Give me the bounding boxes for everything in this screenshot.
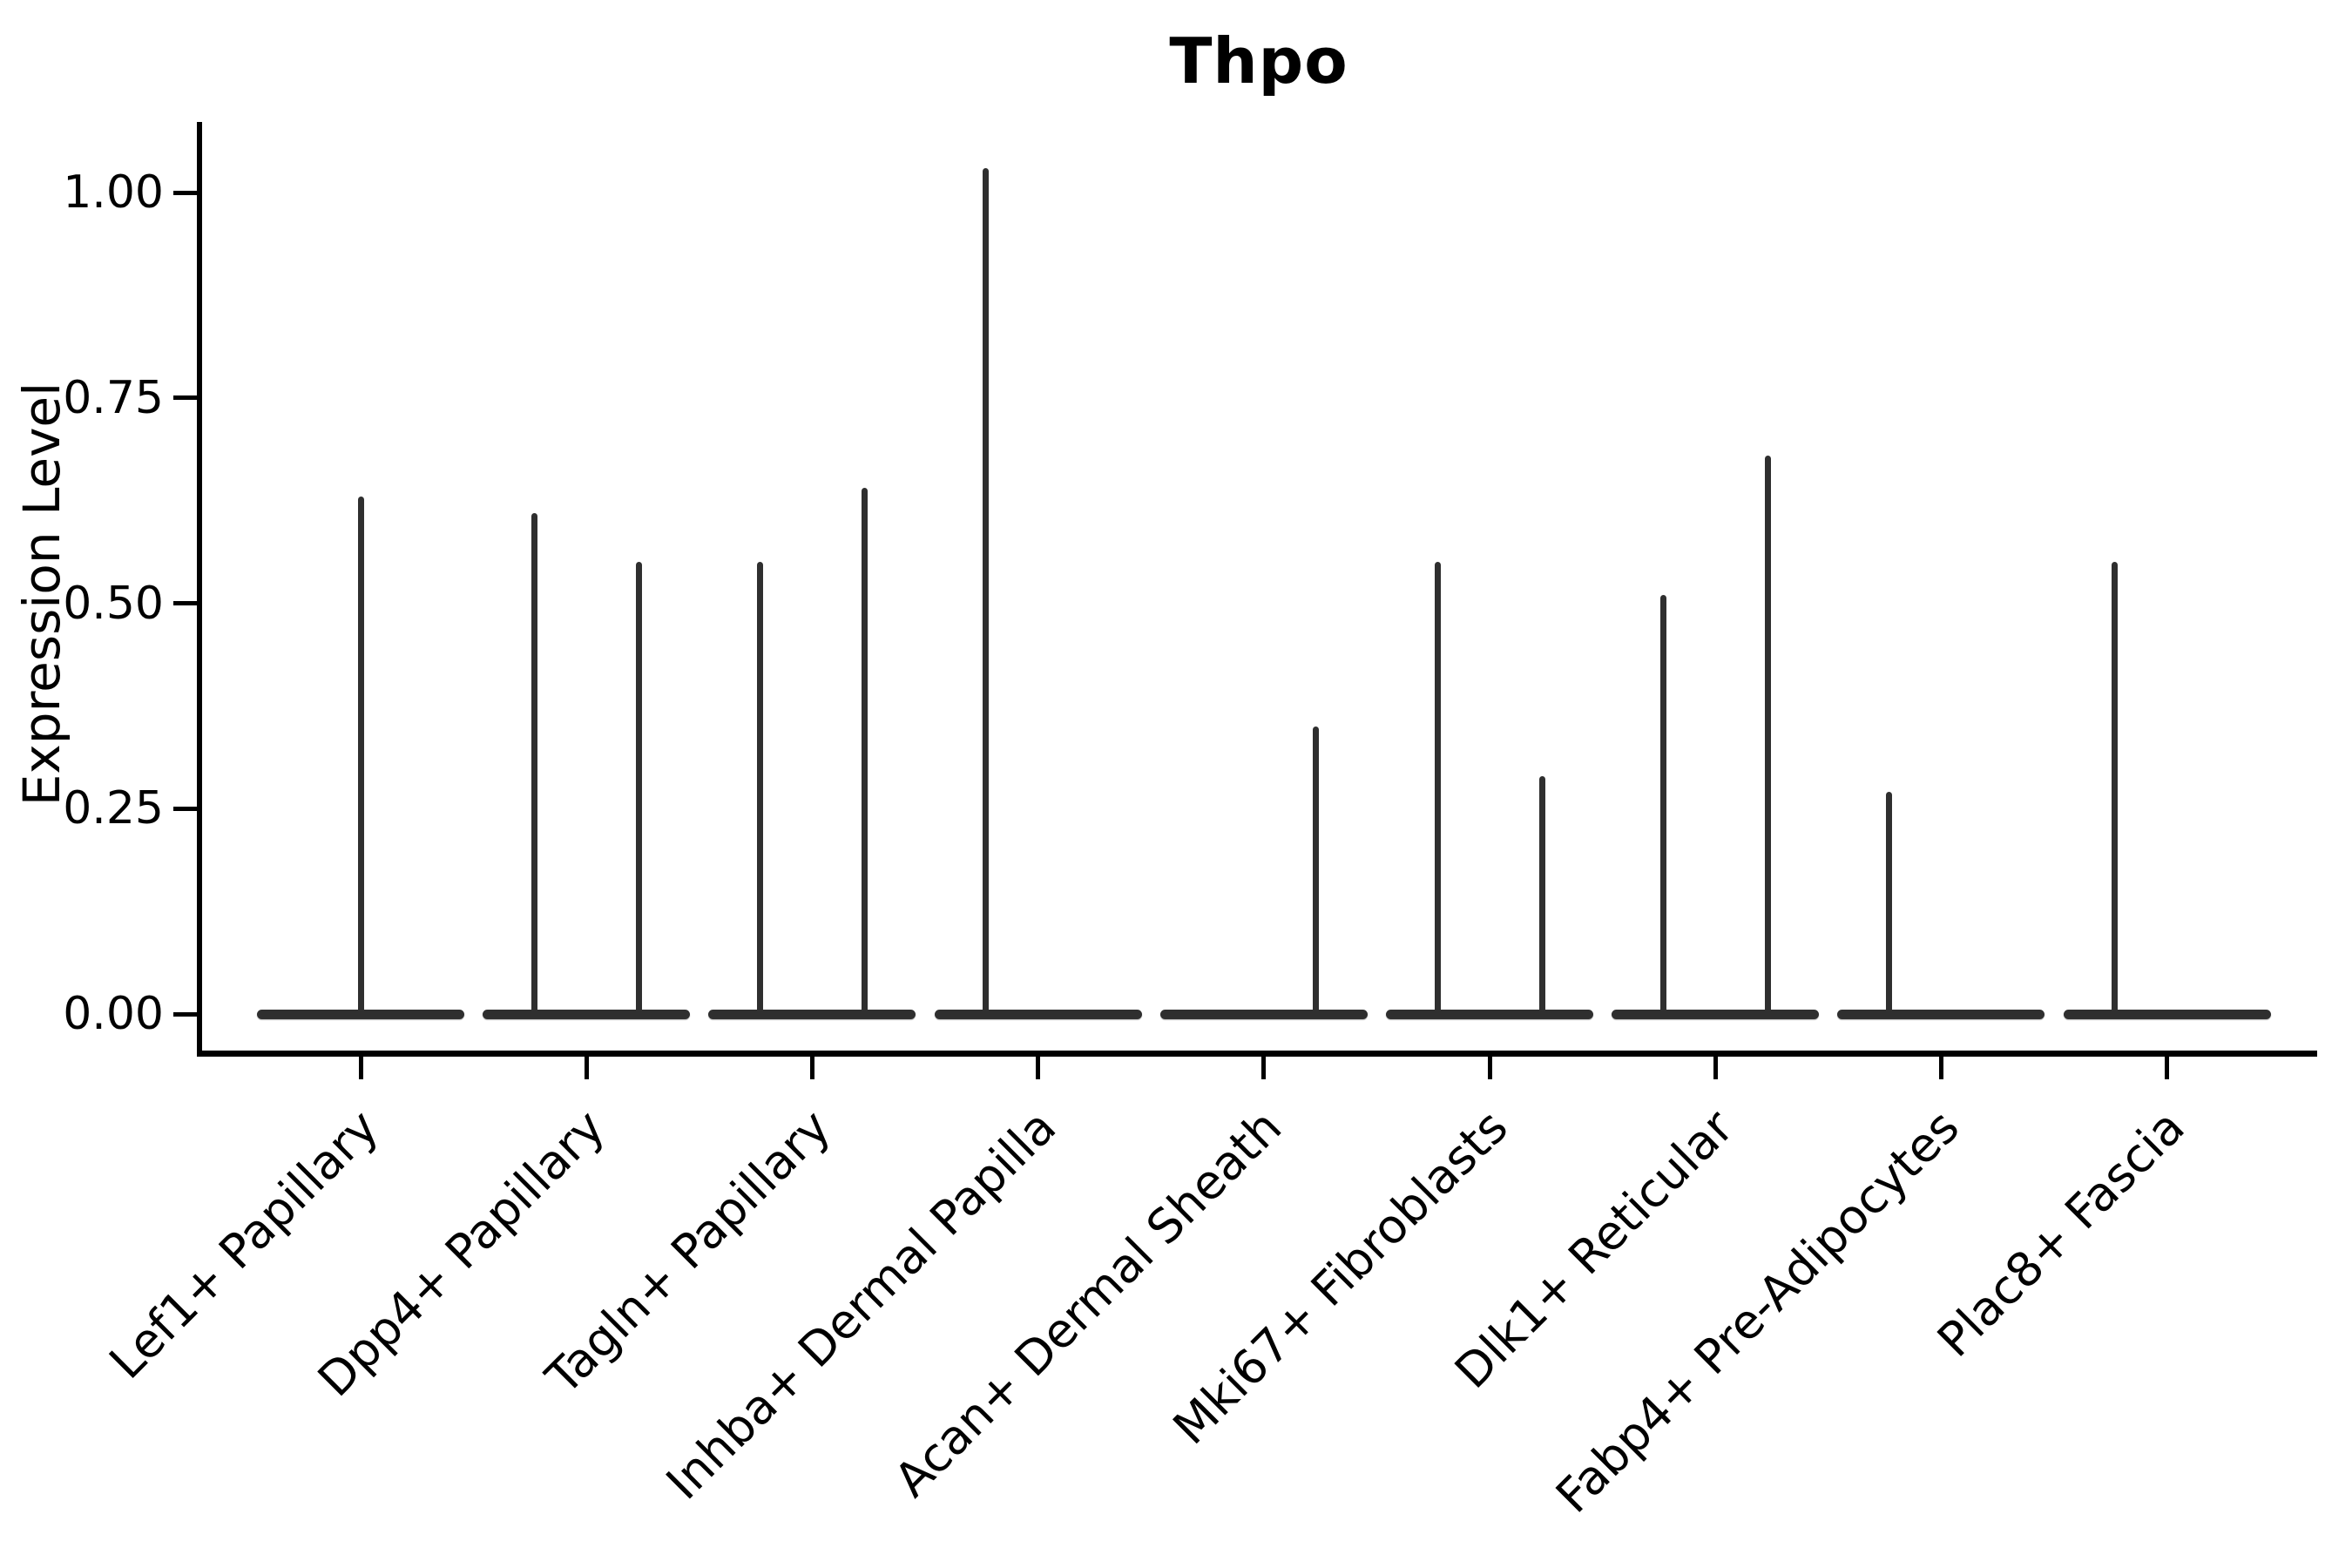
y-axis-spine: [197, 122, 202, 1057]
violin-spike: [357, 496, 364, 1014]
violin-baseline: [934, 1009, 1142, 1019]
y-tick-mark: [173, 395, 198, 401]
violin-spike: [1313, 726, 1320, 1014]
y-tick-label: 1.00: [63, 166, 164, 219]
x-tick-mark: [358, 1057, 363, 1079]
y-tick-label: 0.25: [63, 782, 164, 835]
x-tick-mark: [2165, 1057, 2170, 1079]
violin-spike: [861, 488, 868, 1014]
violin-baseline: [483, 1009, 691, 1019]
y-tick-mark: [173, 806, 198, 811]
x-tick-mark: [584, 1057, 589, 1079]
violin-spike: [2112, 562, 2119, 1014]
violin-baseline: [1386, 1009, 1593, 1019]
violin-baseline: [1159, 1009, 1368, 1019]
violin-spike: [983, 167, 990, 1014]
violin-spike: [1764, 455, 1771, 1014]
x-tick-mark: [1036, 1057, 1041, 1079]
violin-spike: [756, 562, 763, 1014]
violin-spike: [1434, 562, 1441, 1014]
violin-spike: [635, 562, 642, 1014]
y-tick-mark: [173, 601, 198, 605]
y-tick-mark: [173, 190, 198, 195]
y-tick-label: 0.50: [63, 577, 164, 630]
x-tick-mark: [1938, 1057, 1943, 1079]
violin-spike: [531, 512, 537, 1014]
y-tick-label: 0.00: [63, 988, 164, 1040]
violin-baseline: [2063, 1009, 2271, 1019]
violin-spike: [1885, 792, 1892, 1014]
violin-baseline: [1612, 1009, 1820, 1019]
violin-spike: [1538, 775, 1545, 1014]
x-tick-mark: [1713, 1057, 1718, 1079]
x-tick-mark: [809, 1057, 814, 1079]
violin-baseline: [257, 1009, 464, 1019]
x-tick-label-4: Inhba+ Dermal Papilla: [655, 1099, 1067, 1511]
violin-spike: [1659, 595, 1666, 1014]
y-tick-label: 0.75: [63, 371, 164, 424]
x-tick-label-8: Fabp4+ Pre-Adipocytes: [1545, 1099, 1970, 1524]
violin-baseline: [1837, 1009, 2045, 1019]
violin-baseline: [708, 1009, 916, 1019]
y-tick-mark: [173, 1011, 198, 1017]
chart-title: Thpo: [1169, 24, 1348, 98]
x-axis-spine: [197, 1051, 2317, 1057]
x-tick-mark: [1261, 1057, 1267, 1079]
x-tick-label-5: Acan+ Dermal Sheath: [883, 1099, 1293, 1508]
x-tick-mark: [1487, 1057, 1492, 1079]
